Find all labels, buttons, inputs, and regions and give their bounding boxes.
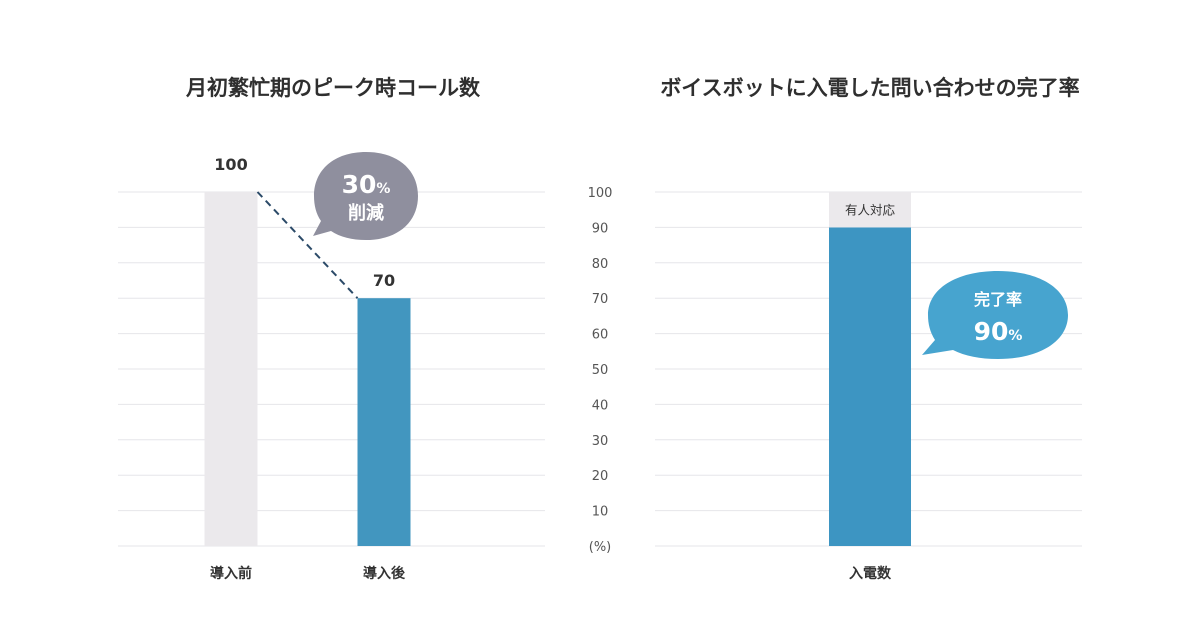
bar-human-handled (829, 192, 911, 228)
y-tick-label: 90 (592, 221, 609, 236)
completion-rate-label: 完了率 (974, 290, 1022, 309)
completion-rate-value: 90% (974, 317, 1023, 346)
bar-after (357, 298, 411, 546)
y-tick-label: 20 (592, 469, 609, 484)
reduction-dashed-line (256, 191, 359, 299)
y-tick-label: 40 (592, 398, 609, 413)
completion-bubble-shape (922, 271, 1068, 359)
category-label-incoming: 入電数 (849, 565, 892, 582)
reduction-bubble: 30% 削減 (313, 152, 418, 240)
peak-calls-chart: 月初繁忙期のピーク時コール数 100 70 30% 削減 導入前 導入後 (118, 76, 545, 582)
y-tick-label: 30 (592, 434, 609, 449)
y-axis-unit-label: (%) (589, 540, 612, 555)
y-tick-label: 60 (592, 328, 609, 343)
human-handled-label: 有人対応 (845, 203, 896, 218)
bar-completed (829, 227, 911, 546)
y-tick-label: 100 (588, 186, 613, 201)
reduction-label: 削減 (348, 202, 384, 224)
y-tick-label: 70 (592, 292, 609, 307)
category-label-before: 導入前 (210, 565, 252, 582)
left-chart-title: 月初繁忙期のピーク時コール数 (185, 76, 481, 100)
completion-rate-chart: ボイスボットに入電した問い合わせの完了率 100 90 80 70 60 50 40 30 20… (588, 76, 1082, 582)
reduction-bubble-shape (313, 152, 418, 240)
category-label-after: 導入後 (363, 565, 406, 582)
left-gridlines (118, 191, 545, 547)
bar-before (204, 192, 258, 546)
y-tick-label: 10 (592, 505, 609, 520)
value-label-before: 100 (214, 155, 247, 174)
y-tick-label: 50 (592, 363, 609, 378)
completion-bubble: 完了率 90% (922, 271, 1068, 359)
value-label-after: 70 (373, 271, 395, 290)
reduction-percent: 30% (342, 170, 391, 199)
right-y-axis-ticks: 100 90 80 70 60 50 40 30 20 10 (588, 186, 613, 520)
y-tick-label: 80 (592, 257, 609, 272)
right-chart-title: ボイスボットに入電した問い合わせの完了率 (660, 76, 1079, 100)
